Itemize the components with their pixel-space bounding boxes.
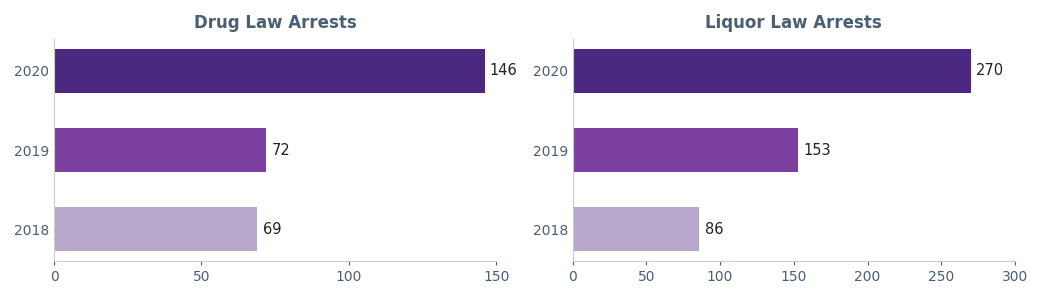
Bar [54, 128, 267, 172]
Bar [573, 49, 971, 93]
Text: 86: 86 [704, 222, 723, 237]
Bar [54, 49, 485, 93]
Text: 72: 72 [272, 142, 291, 158]
Text: 146: 146 [490, 63, 518, 78]
Bar [54, 207, 257, 251]
Bar [573, 128, 798, 172]
Text: 153: 153 [803, 142, 832, 158]
Text: 69: 69 [263, 222, 281, 237]
Title: Liquor Law Arrests: Liquor Law Arrests [705, 14, 883, 32]
Bar [573, 207, 699, 251]
Title: Drug Law Arrests: Drug Law Arrests [194, 14, 356, 32]
Text: 270: 270 [976, 63, 1004, 78]
